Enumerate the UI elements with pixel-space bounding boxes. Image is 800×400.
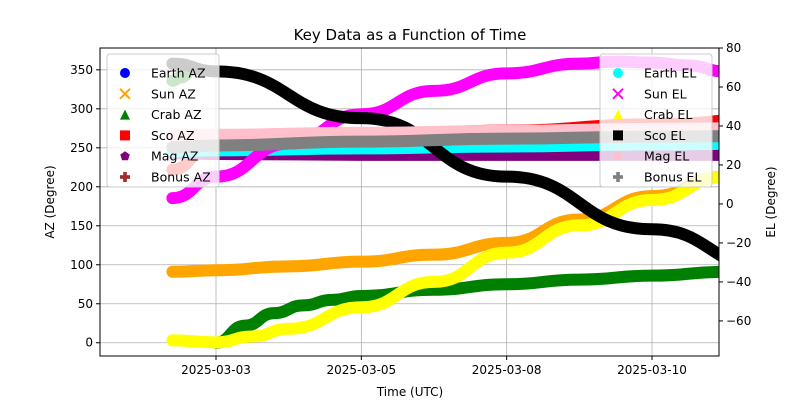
legend-left: Earth AZ Sun AZ Crab AZ Sco AZ Mag AZ Bonus A… [106,53,220,188]
legend-entry-sco-az: Sco AZ [120,128,195,143]
legend-entry-sco-el: Sco EL [613,128,685,143]
y-left-tick-label: 50 [78,297,93,311]
legend-label: Sco EL [644,128,685,143]
legend-entry-mag-az: Mag AZ [120,149,198,164]
x-axis-label: Time (UTC) [376,385,443,399]
legend-label: Mag EL [644,149,689,164]
y-right-tick-label: −60 [726,314,751,328]
y-right-axis-label: EL (Degree) [764,166,778,237]
series-crab-el [166,171,719,349]
plot-frame [99,47,720,357]
legend-label: Crab EL [644,107,692,122]
y-left-tick-label: 300 [70,102,93,116]
legend-entry-earth-az: Earth AZ [120,66,206,81]
legend-label: Sco AZ [151,128,195,143]
legend-entry-bonus-el: Bonus EL [613,170,701,185]
axes: 2025-03-03 2025-03-05 2025-03-08 2025-03-10… [70,41,751,377]
y-left-tick-label: 150 [70,219,93,233]
y-right-tick-label: 60 [726,80,741,94]
y-right-tick-label: 0 [726,197,734,211]
legend-entry-crab-az: Crab AZ [120,107,202,122]
legend-label: Mag AZ [151,149,198,164]
series-sco-el [166,57,719,262]
legend-entry-mag-el: Mag EL [613,149,689,164]
legend-entry-sun-az: Sun AZ [119,86,196,101]
legend-label: Earth AZ [151,66,206,81]
x-tick-label: 2025-03-05 [326,363,396,377]
legend-label: Sun AZ [151,86,196,101]
legend-entry-bonus-az: Bonus AZ [120,170,211,185]
legend-label: Earth EL [644,66,696,81]
y-right-tick-label: −40 [726,275,751,289]
y-left-tick-label: 100 [70,258,93,272]
legend-label: Bonus AZ [151,170,211,185]
y-left-tick-label: 200 [70,180,93,194]
chart-title: Key Data as a Function of Time [294,26,527,44]
legend-entry-earth-el: Earth EL [613,66,696,81]
y-right-tick-label: −20 [726,236,751,250]
y-right-tick-label: 80 [726,41,741,55]
x-tick-label: 2025-03-08 [472,363,542,377]
legend-label: Sun EL [644,86,687,101]
y-left-tick-label: 250 [70,141,93,155]
legend-entry-crab-el: Crab EL [613,107,692,122]
x-tick-label: 2025-03-03 [181,363,251,377]
legend-label: Bonus EL [644,170,701,185]
legend-right: Earth EL Sun EL Crab EL Sco EL Mag EL Bonus E… [599,53,713,188]
legend-box [106,53,220,188]
x-tick-label: 2025-03-10 [617,363,687,377]
legend-entry-sun-el: Sun EL [612,86,687,101]
y-left-tick-label: 0 [85,336,93,350]
y-right-tick-label: 40 [726,119,741,133]
legend-label: Crab AZ [151,107,202,122]
y-right-tick-label: 20 [726,158,741,172]
y-left-tick-label: 350 [70,63,93,77]
legend-box [599,53,713,188]
y-left-axis-label: AZ (Degree) [43,165,57,238]
